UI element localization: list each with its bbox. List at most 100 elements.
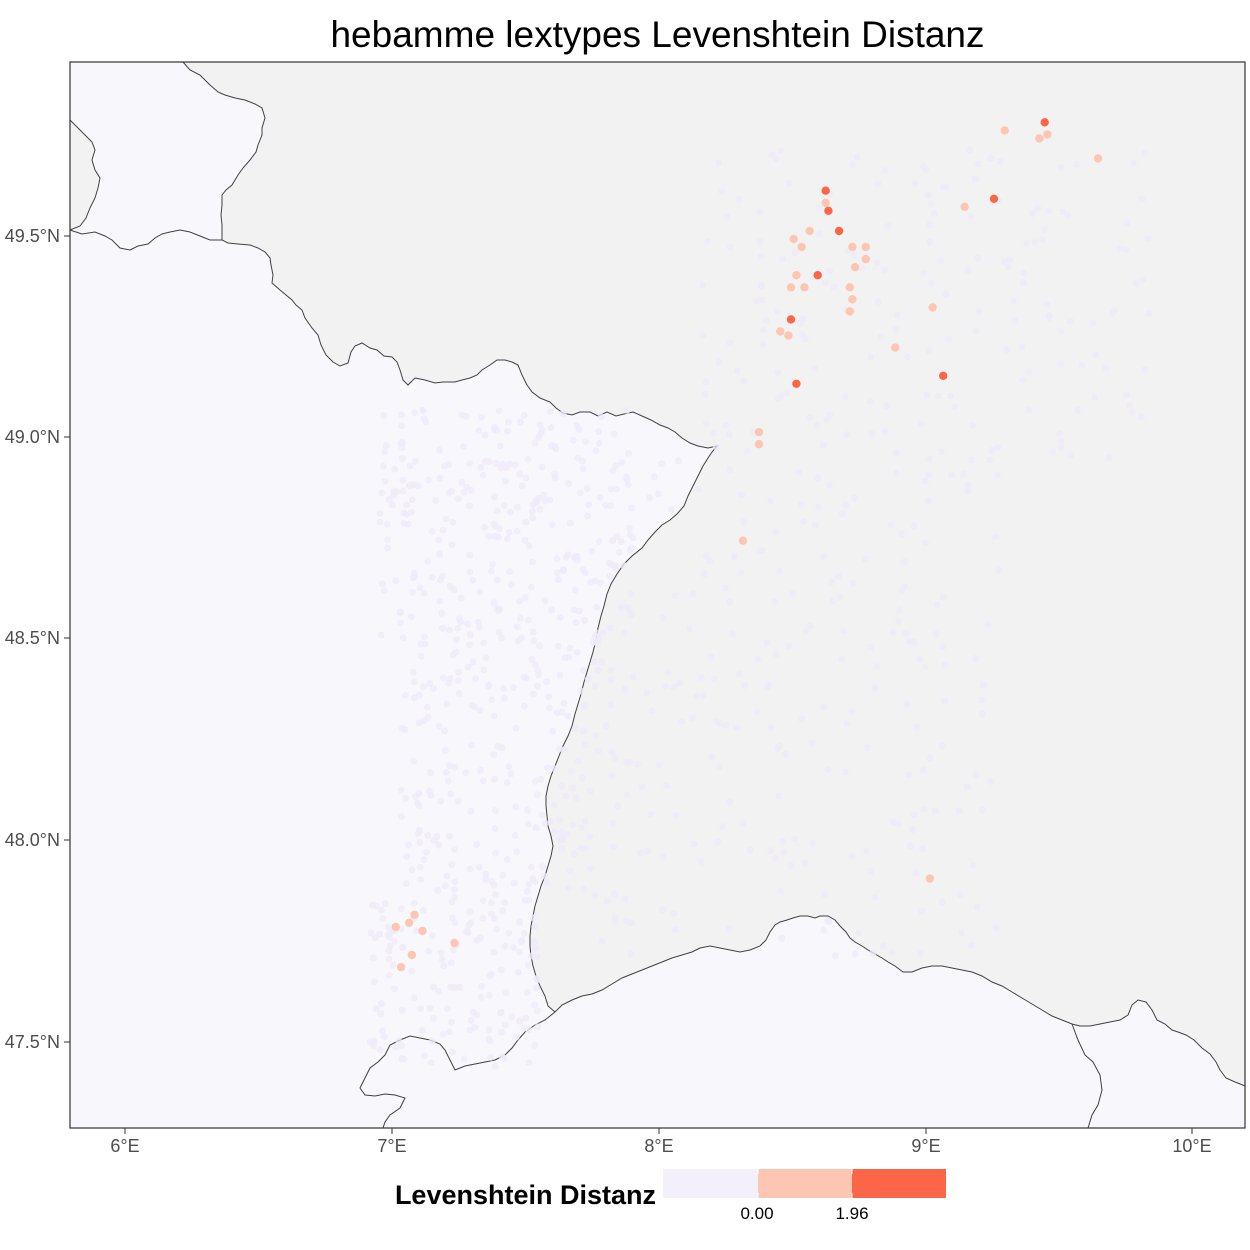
background-point (408, 496, 416, 504)
background-point (771, 528, 779, 536)
background-point (420, 407, 427, 415)
background-point (495, 407, 503, 415)
background-point (898, 587, 906, 595)
background-point (945, 335, 953, 343)
background-point (756, 238, 764, 245)
background-point (763, 684, 771, 692)
background-point (409, 669, 417, 676)
background-point (728, 630, 736, 638)
background-point (1102, 364, 1110, 372)
background-point (813, 421, 821, 429)
background-point (1023, 239, 1030, 247)
background-point (726, 798, 734, 805)
background-point (1138, 195, 1146, 203)
background-point (1089, 319, 1097, 327)
background-point (826, 411, 834, 419)
background-point (733, 724, 740, 732)
background-point (988, 446, 995, 454)
background-point (443, 872, 451, 880)
background-point (525, 896, 533, 904)
background-point (446, 1028, 453, 1036)
background-point (848, 708, 856, 716)
background-point (533, 791, 541, 799)
data-point-high (834, 226, 844, 236)
background-point (608, 772, 616, 780)
background-point (576, 489, 584, 497)
background-point (895, 617, 903, 625)
background-point (424, 703, 431, 711)
background-point (521, 702, 528, 710)
background-point (531, 777, 539, 785)
background-point (441, 727, 449, 735)
background-point (1038, 236, 1046, 243)
background-point (493, 576, 501, 584)
background-point (530, 637, 538, 645)
background-point (752, 297, 760, 305)
background-point (918, 845, 926, 853)
background-point (389, 487, 397, 495)
data-point-mid (410, 910, 419, 919)
background-point (704, 237, 712, 245)
background-point (410, 678, 418, 686)
background-point (824, 766, 832, 774)
background-point (581, 702, 588, 710)
background-point (420, 589, 428, 597)
background-point (996, 158, 1004, 166)
background-point (618, 459, 626, 467)
background-point (558, 845, 566, 852)
background-point (972, 654, 980, 662)
background-point (516, 1017, 524, 1025)
background-point (382, 442, 390, 449)
background-point (853, 153, 861, 161)
background-point (419, 906, 427, 914)
background-point (495, 628, 503, 636)
background-point (397, 411, 405, 419)
background-point (626, 758, 634, 766)
background-point (427, 769, 435, 777)
background-point (987, 778, 995, 785)
background-point (531, 1041, 539, 1049)
background-point (477, 413, 485, 421)
background-point (695, 485, 703, 493)
background-point (443, 700, 451, 708)
background-point (499, 907, 507, 914)
background-point (595, 440, 603, 447)
background-point (491, 825, 499, 832)
background-point (834, 572, 842, 580)
background-point (535, 642, 543, 650)
background-point (529, 514, 537, 522)
background-point (580, 885, 588, 893)
data-point-high (792, 379, 801, 388)
background-point (481, 523, 488, 531)
background-point (473, 841, 480, 848)
background-point (932, 630, 940, 638)
data-point-mid (1035, 134, 1044, 143)
background-point (392, 577, 400, 585)
background-point (784, 389, 791, 396)
background-point (485, 991, 493, 999)
background-point (408, 866, 416, 874)
background-point (491, 807, 499, 815)
background-point (771, 597, 779, 605)
background-point (791, 835, 798, 843)
background-point (378, 489, 386, 497)
background-point (599, 629, 607, 637)
background-point (445, 626, 453, 634)
background-point (584, 675, 592, 683)
background-point (488, 696, 496, 704)
background-point (941, 697, 949, 705)
background-point (605, 572, 613, 580)
background-point (501, 942, 509, 950)
background-point (741, 682, 749, 690)
background-point (536, 421, 544, 428)
background-point (476, 588, 484, 596)
background-point (420, 683, 427, 691)
background-point (595, 428, 603, 436)
data-point-mid (960, 202, 969, 211)
background-point (685, 625, 693, 632)
background-point (485, 1026, 493, 1034)
data-point-mid (418, 926, 427, 936)
border-line-west (69, 229, 222, 251)
background-point (466, 908, 474, 916)
background-point (520, 673, 528, 681)
